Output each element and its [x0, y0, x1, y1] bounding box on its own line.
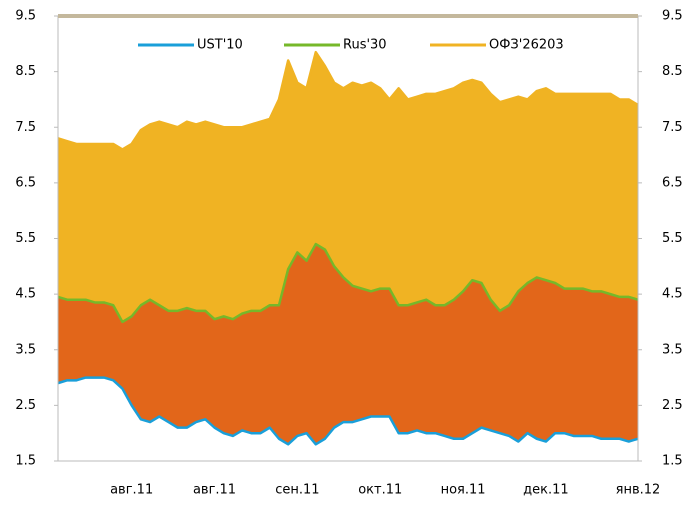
y2-tick-label: 4.5: [662, 287, 683, 302]
x-tick-label: авг.11: [110, 483, 153, 498]
area: [58, 377, 638, 461]
y2-tick-label: 9.5: [662, 9, 683, 24]
y-tick-label: 1.5: [15, 454, 36, 469]
y-tick-label: 3.5: [15, 342, 36, 357]
y2-tick-label: 7.5: [662, 120, 683, 135]
y2-tick-label: 6.5: [662, 175, 683, 190]
y2-tick-label: 1.5: [662, 454, 683, 469]
x-tick-label: дек.11: [523, 483, 569, 498]
area: [58, 244, 638, 461]
legend-label: Rus'30: [343, 38, 387, 53]
x-tick-label: ноя.11: [441, 483, 486, 498]
y2-tick-label: 2.5: [662, 398, 683, 413]
line: [57, 376, 639, 446]
y2-tick-label: 3.5: [662, 342, 683, 357]
legend-label: UST'10: [197, 38, 243, 53]
y2-tick-label: 8.5: [662, 64, 683, 79]
x-tick-label: окт.11: [358, 483, 402, 498]
y-tick-label: 7.5: [15, 120, 36, 135]
y2-tick-label: 5.5: [662, 231, 683, 246]
x-tick-label: сен.11: [275, 483, 319, 498]
x-tick-label: авг.11: [193, 483, 236, 498]
y-tick-label: 2.5: [15, 398, 36, 413]
legend-label: ОФЗ'26203: [489, 38, 564, 53]
x-tick-label: янв.12: [616, 483, 661, 498]
line: [57, 242, 639, 324]
y-tick-label: 8.5: [15, 64, 36, 79]
line: [57, 50, 639, 151]
y-tick-label: 6.5: [15, 175, 36, 190]
y-tick-label: 4.5: [15, 287, 36, 302]
y-tick-label: 9.5: [15, 9, 36, 24]
y-tick-label: 5.5: [15, 231, 36, 246]
